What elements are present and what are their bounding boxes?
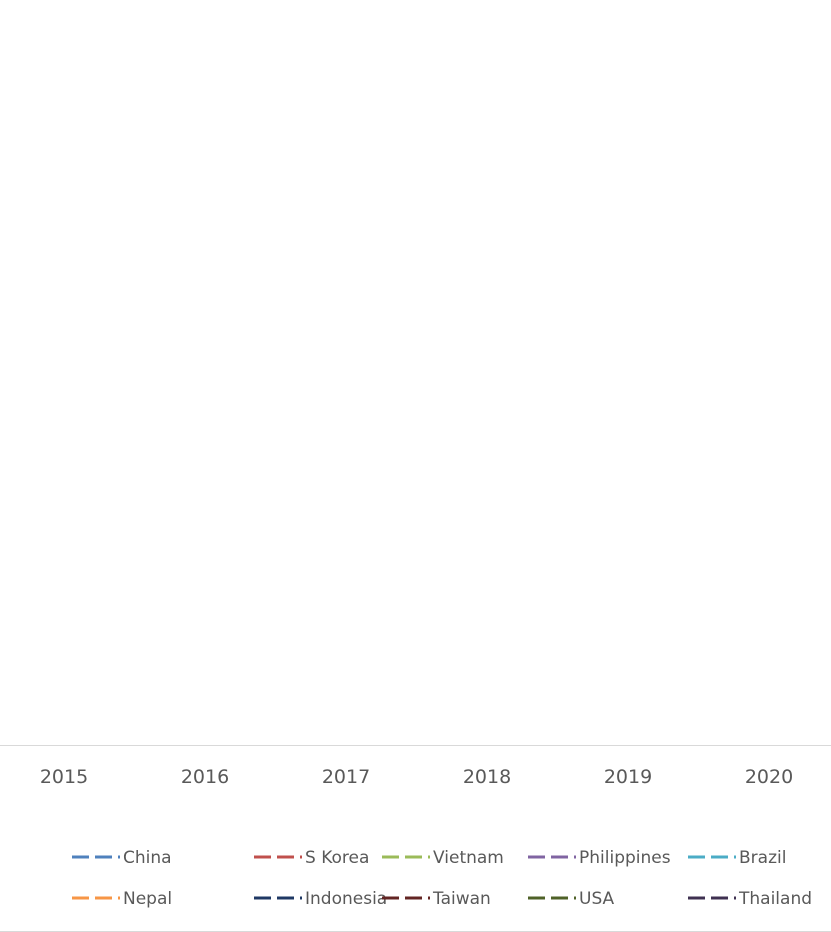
legend: China S Korea Vietnam Philippines Brazil Nepa… xyxy=(72,848,812,909)
x-tick-label: 2018 xyxy=(463,766,511,788)
legend-item-usa: USA xyxy=(528,889,615,909)
legend-label: Brazil xyxy=(739,848,786,868)
legend-label: Vietnam xyxy=(433,848,504,868)
x-tick-label: 2017 xyxy=(322,766,370,788)
legend-item-taiwan: Taiwan xyxy=(382,889,491,909)
legend-item-thailand: Thailand xyxy=(688,889,812,909)
legend-item-vietnam: Vietnam xyxy=(382,848,504,868)
legend-item-indonesia: Indonesia xyxy=(254,889,387,909)
legend-item-philippines: Philippines xyxy=(528,848,671,868)
legend-label: Indonesia xyxy=(305,889,387,909)
x-axis-ticks: 2015 2016 2017 2018 2019 2020 xyxy=(40,766,793,788)
legend-label: Nepal xyxy=(123,889,172,909)
legend-label: Philippines xyxy=(579,848,671,868)
legend-label: S Korea xyxy=(305,848,369,868)
x-tick-label: 2019 xyxy=(604,766,652,788)
legend-item-s-korea: S Korea xyxy=(254,848,369,868)
x-tick-label: 2016 xyxy=(181,766,229,788)
legend-item-nepal: Nepal xyxy=(72,889,172,909)
x-tick-label: 2015 xyxy=(40,766,88,788)
legend-label: USA xyxy=(579,889,615,909)
x-tick-label: 2020 xyxy=(745,766,793,788)
legend-label: Thailand xyxy=(738,889,812,909)
legend-item-brazil: Brazil xyxy=(688,848,786,868)
legend-item-china: China xyxy=(72,848,172,868)
legend-label: Taiwan xyxy=(432,889,491,909)
legend-label: China xyxy=(123,848,172,868)
